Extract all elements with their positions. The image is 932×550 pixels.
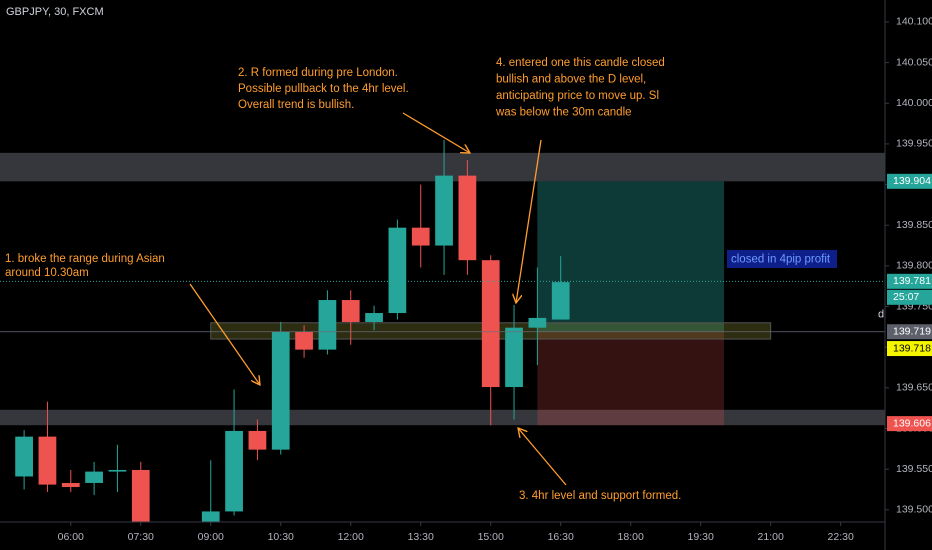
annotation-text: Possible pullback to the 4hr level. [238, 83, 409, 95]
annotation-text: 2. R formed during pre London. [238, 67, 398, 79]
level-label: d [878, 309, 884, 321]
x-tick-label: 10:30 [268, 531, 294, 543]
annotation-text: bullish and above the D level, [496, 74, 646, 86]
y-tick-label: 139.950 [896, 138, 932, 150]
candle-body [528, 317, 547, 328]
x-tick-label: 12:00 [338, 531, 364, 543]
countdown: 25:07 [893, 291, 919, 303]
x-tick-label: 07:30 [128, 531, 154, 543]
zone [0, 409, 885, 426]
candle-body [248, 430, 267, 450]
annotation-text: Overall trend is bullish. [238, 99, 354, 111]
price-label-bg [887, 324, 932, 340]
candle-body [365, 313, 383, 322]
candle-body [505, 327, 523, 388]
candle-body [271, 331, 290, 450]
price-label-bg [887, 173, 932, 189]
x-tick-label: 16:30 [548, 531, 574, 543]
x-tick-label: 13:30 [408, 531, 434, 543]
y-tick-label: 140.050 [896, 56, 932, 68]
candle-body [131, 469, 150, 522]
candle-body [411, 227, 430, 246]
x-tick-label: 18:00 [618, 531, 644, 543]
candle-body [38, 436, 57, 485]
candle-body [61, 482, 80, 488]
y-tick-label: 139.550 [896, 463, 932, 475]
price-label-bg [887, 341, 932, 357]
candle-body [388, 227, 407, 314]
candle-body [295, 331, 313, 350]
candle-body [201, 511, 220, 522]
annotation-text: 3. 4hr level and support formed. [519, 490, 681, 502]
candle-body [481, 260, 500, 388]
candle-body [225, 430, 243, 512]
arrow [189, 283, 260, 385]
candle-body [318, 300, 337, 350]
price-label: 139.718 [893, 342, 931, 354]
y-tick-label: 139.500 [896, 504, 932, 516]
arrow [402, 112, 470, 153]
overlay: d 1. broke the range during Asian around 1… [5, 57, 884, 502]
y-tick-label: 140.100 [896, 16, 932, 28]
annotation-text: was below the 30m candle [495, 107, 632, 119]
price-label: 139.904 [893, 175, 931, 187]
annotation-text: 1. broke the range during Asian [5, 253, 165, 265]
candle-body [435, 175, 453, 246]
price-label: 139.781 [893, 275, 931, 287]
y-tick-label: 140.000 [896, 97, 932, 109]
arrow [518, 428, 567, 486]
price-label: 139.719 [893, 326, 931, 338]
price-label-bg [887, 273, 932, 289]
candle-body [85, 471, 103, 483]
countdown-bg [887, 289, 932, 305]
result-label: closed in 4pip profit [731, 254, 831, 266]
y-tick-label: 139.800 [896, 260, 932, 272]
candle-body [341, 300, 360, 322]
x-tick-label: 15:00 [478, 531, 504, 543]
candle-body [458, 175, 477, 261]
annotation-text: around 10.30am [5, 267, 89, 279]
candle-body [551, 282, 570, 320]
x-tick-label: 06:00 [58, 531, 84, 543]
plot-area [0, 139, 885, 522]
annotation-text: anticipating price to move up. Sl [496, 90, 659, 102]
x-tick-label: 22:30 [828, 531, 854, 543]
candle-body [108, 469, 127, 472]
chart-title: GBPJPY, 30, FXCM [6, 6, 104, 18]
loss-zone [537, 331, 725, 426]
annotation-text: 4. entered one this candle closed [496, 57, 665, 69]
y-tick-label: 139.650 [896, 382, 932, 394]
arrows [189, 112, 567, 486]
price-label: 139.606 [893, 417, 931, 429]
x-tick-label: 19:30 [688, 531, 714, 543]
price-label-bg [887, 416, 932, 432]
candle-body [15, 436, 33, 477]
y-tick-label: 139.850 [896, 219, 932, 231]
arrow [516, 139, 542, 303]
result-label-bg [727, 250, 837, 268]
x-tick-label: 21:00 [758, 531, 784, 543]
x-tick-label: 09:00 [198, 531, 224, 543]
